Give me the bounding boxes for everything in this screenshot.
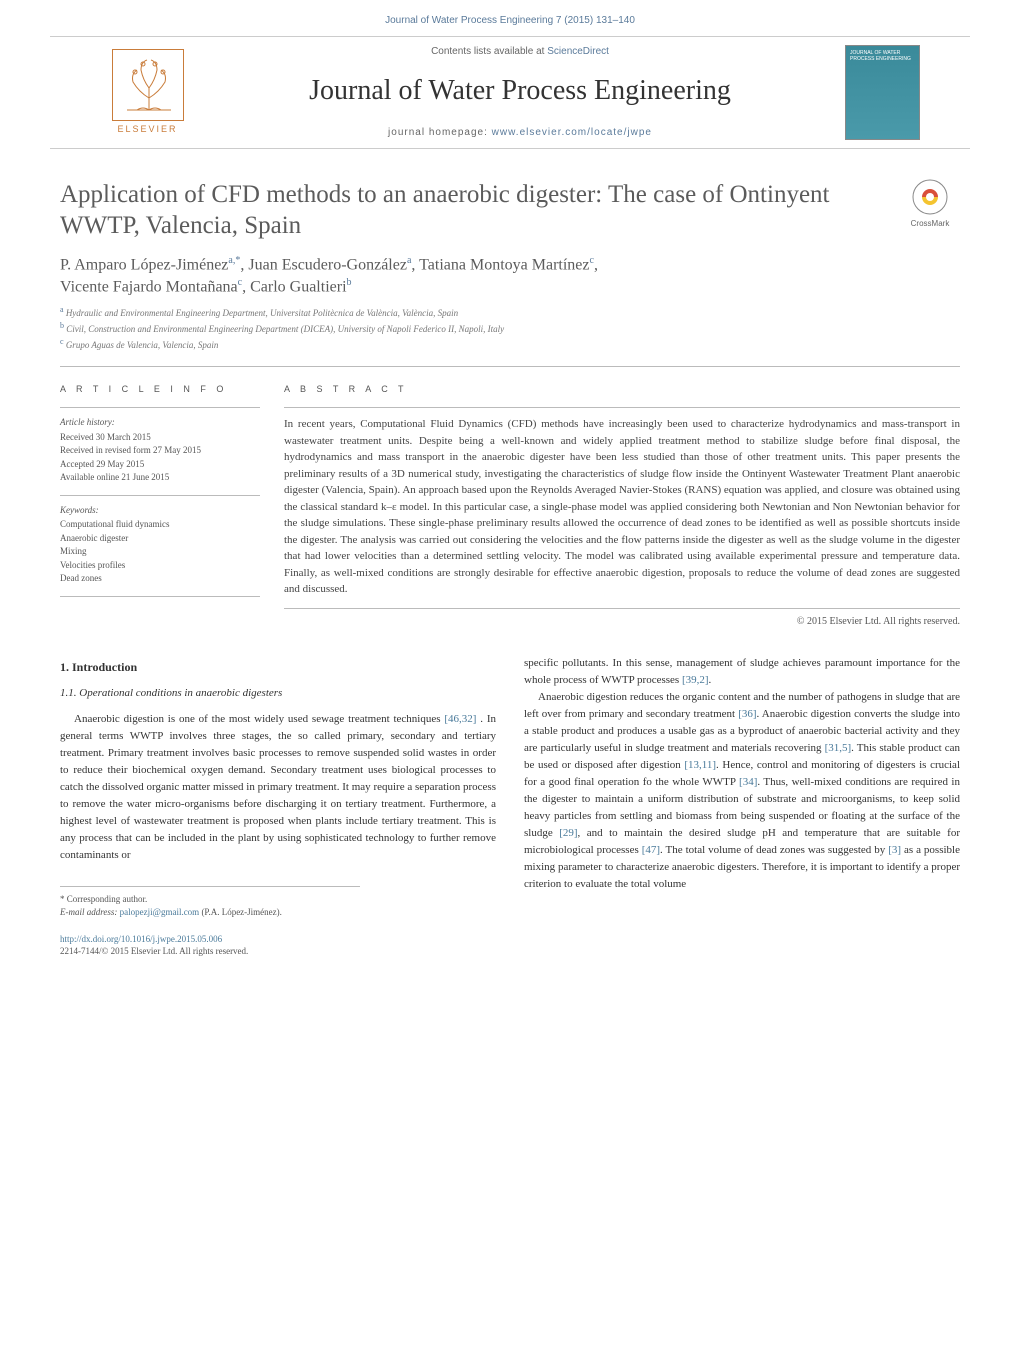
history-label: Article history: bbox=[60, 416, 260, 429]
history-accepted: Accepted 29 May 2015 bbox=[60, 458, 260, 472]
elsevier-wordmark: ELSEVIER bbox=[100, 123, 195, 136]
keyword-5: Dead zones bbox=[60, 572, 260, 586]
para-3: Anaerobic digestion reduces the organic … bbox=[524, 689, 960, 894]
history-revised: Received in revised form 27 May 2015 bbox=[60, 444, 260, 458]
author-list: P. Amparo López-Jiméneza,*, Juan Escuder… bbox=[60, 254, 960, 298]
abstract-heading: A B S T R A C T bbox=[284, 383, 960, 396]
crossmark-badge[interactable]: CrossMark bbox=[900, 179, 960, 229]
journal-name: Journal of Water Process Engineering bbox=[195, 71, 845, 110]
ref-34[interactable]: [34] bbox=[739, 776, 757, 788]
email-link[interactable]: palopezji@gmail.com bbox=[120, 907, 200, 917]
affiliation-c: Grupo Aguas de Valencia, Valencia, Spain bbox=[66, 340, 219, 350]
right-column: specific pollutants. In this sense, mana… bbox=[524, 655, 960, 958]
masthead: ELSEVIER Contents lists available at Sci… bbox=[50, 36, 970, 149]
keyword-1: Computational fluid dynamics bbox=[60, 518, 260, 532]
keyword-4: Velocities profiles bbox=[60, 559, 260, 573]
article-title: Application of CFD methods to an anaerob… bbox=[60, 179, 880, 242]
abstract-copyright: © 2015 Elsevier Ltd. All rights reserved… bbox=[284, 615, 960, 629]
section-1-heading: 1. Introduction bbox=[60, 659, 496, 676]
masthead-center: Contents lists available at ScienceDirec… bbox=[195, 45, 845, 140]
ref-31-5[interactable]: [31,5] bbox=[825, 742, 852, 754]
ref-47[interactable]: [47] bbox=[642, 844, 660, 856]
corresponding-author-block: * Corresponding author. E-mail address: … bbox=[60, 886, 360, 957]
article-info-heading: A R T I C L E I N F O bbox=[60, 383, 260, 396]
affiliation-b: Civil, Construction and Environmental En… bbox=[66, 324, 504, 334]
author-1-aff: a,* bbox=[228, 255, 240, 266]
para-3-g: . The total volume of dead zones was sug… bbox=[660, 844, 888, 856]
para-2-a: specific pollutants. In this sense, mana… bbox=[524, 657, 960, 686]
abstract-text: In recent years, Computational Fluid Dyn… bbox=[284, 416, 960, 609]
ref-39-2[interactable]: [39,2] bbox=[682, 674, 709, 686]
keyword-2: Anaerobic digester bbox=[60, 532, 260, 546]
author-3-aff: c bbox=[590, 255, 594, 266]
history-received: Received 30 March 2015 bbox=[60, 431, 260, 445]
homepage-link[interactable]: www.elsevier.com/locate/jwpe bbox=[492, 127, 652, 138]
para-1: Anaerobic digestion is one of the most w… bbox=[60, 711, 496, 864]
keywords-list: Computational fluid dynamics Anaerobic d… bbox=[60, 518, 260, 597]
sciencedirect-link[interactable]: ScienceDirect bbox=[547, 46, 609, 57]
author-3: , Tatiana Montoya Martínez bbox=[411, 256, 589, 273]
para-2-b: . bbox=[709, 674, 712, 686]
affiliation-a: Hydraulic and Environmental Engineering … bbox=[66, 308, 458, 318]
left-column: 1. Introduction 1.1. Operational conditi… bbox=[60, 655, 496, 958]
article-info-block: A R T I C L E I N F O Article history: R… bbox=[60, 383, 260, 629]
author-4: Vicente Fajardo Montañana bbox=[60, 278, 238, 295]
homepage-prefix: journal homepage: bbox=[388, 127, 492, 138]
author-5-aff: b bbox=[347, 277, 352, 288]
history-list: Received 30 March 2015 Received in revis… bbox=[60, 431, 260, 485]
affiliations: a Hydraulic and Environmental Engineerin… bbox=[60, 304, 960, 352]
contents-prefix: Contents lists available at bbox=[431, 46, 547, 57]
author-1: P. Amparo López-Jiménez bbox=[60, 256, 228, 273]
history-online: Available online 21 June 2015 bbox=[60, 471, 260, 485]
ref-29[interactable]: [29] bbox=[559, 827, 577, 839]
email-suffix: (P.A. López-Jiménez). bbox=[199, 907, 282, 917]
crossmark-label: CrossMark bbox=[911, 219, 950, 228]
ref-3[interactable]: [3] bbox=[888, 844, 901, 856]
elsevier-logo: ELSEVIER bbox=[100, 49, 195, 136]
doi-link[interactable]: http://dx.doi.org/10.1016/j.jwpe.2015.05… bbox=[60, 934, 222, 944]
contents-available-line: Contents lists available at ScienceDirec… bbox=[195, 45, 845, 59]
author-2: , Juan Escudero-González bbox=[240, 256, 407, 273]
homepage-line: journal homepage: www.elsevier.com/locat… bbox=[195, 126, 845, 140]
keywords-label: Keywords: bbox=[60, 504, 260, 517]
ref-13-11[interactable]: [13,11] bbox=[684, 759, 716, 771]
running-head: Journal of Water Process Engineering 7 (… bbox=[0, 0, 1020, 36]
para-1-b: . In general terms WWTP involves three s… bbox=[60, 713, 496, 861]
issn-copyright: 2214-7144/© 2015 Elsevier Ltd. All right… bbox=[60, 945, 360, 958]
journal-cover-thumb: JOURNAL OF WATER PROCESS ENGINEERING bbox=[845, 45, 920, 140]
ref-36[interactable]: [36] bbox=[738, 708, 756, 720]
corresponding-author: * Corresponding author. bbox=[60, 893, 360, 906]
body-two-column: 1. Introduction 1.1. Operational conditi… bbox=[60, 655, 960, 958]
crossmark-icon bbox=[912, 179, 948, 215]
para-1-a: Anaerobic digestion is one of the most w… bbox=[74, 713, 444, 725]
ref-46-32[interactable]: [46,32] bbox=[444, 713, 476, 725]
abstract-block: A B S T R A C T In recent years, Computa… bbox=[284, 383, 960, 629]
author-5: , Carlo Gualtieri bbox=[242, 278, 346, 295]
email-label: E-mail address: bbox=[60, 907, 120, 917]
para-2: specific pollutants. In this sense, mana… bbox=[524, 655, 960, 689]
section-1-1-heading: 1.1. Operational conditions in anaerobic… bbox=[60, 686, 496, 701]
elsevier-tree-icon bbox=[112, 49, 184, 121]
keyword-3: Mixing bbox=[60, 545, 260, 559]
cover-thumb-title: JOURNAL OF WATER PROCESS ENGINEERING bbox=[846, 46, 919, 66]
